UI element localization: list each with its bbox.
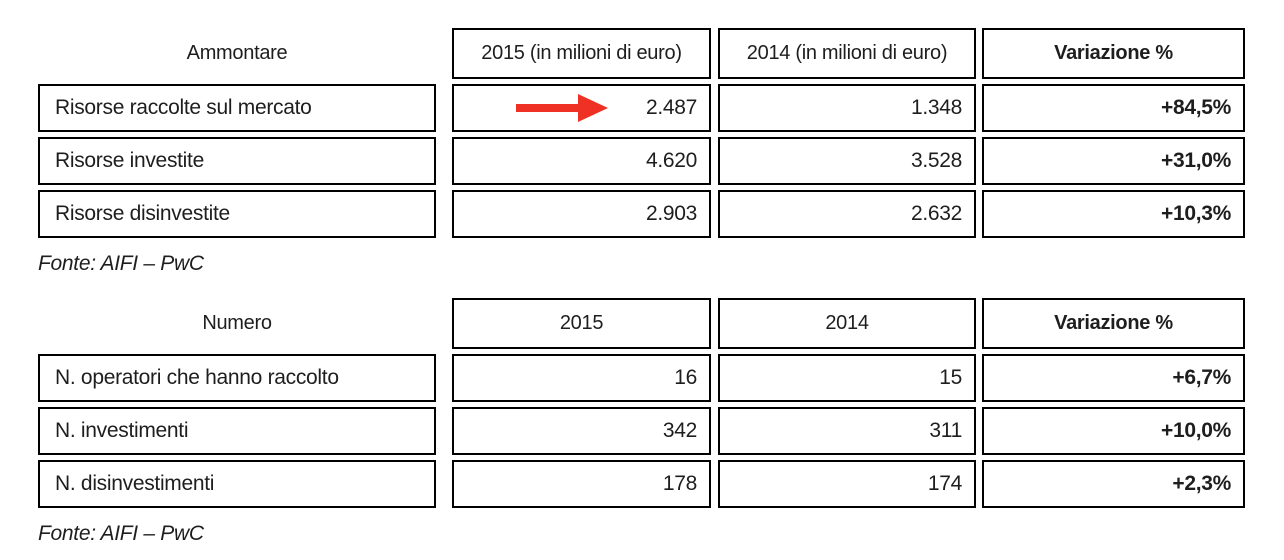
table-row: N. investimenti 342 311 +10,0% [38, 407, 1284, 455]
header-2014: 2014 [718, 298, 976, 349]
row-label: Risorse investite [38, 137, 436, 185]
header-2015: 2015 (in milioni di euro) [452, 28, 711, 79]
row-label: Risorse raccolte sul mercato [38, 84, 436, 132]
value-2015: 342 [452, 407, 711, 455]
numero-table: Numero 2015 2014 Variazione % N. operato… [38, 298, 1284, 508]
source-note: Fonte: AIFI – PwC [38, 252, 204, 275]
value-2015: 4.620 [452, 137, 711, 185]
header-variazione: Variazione % [982, 298, 1245, 349]
variation-value: +84,5% [982, 84, 1245, 132]
value-2015: 2.903 [452, 190, 711, 238]
value-2014: 174 [718, 460, 976, 508]
table-header-row: Ammontare 2015 (in milioni di euro) 2014… [38, 28, 1284, 79]
header-variazione: Variazione % [982, 28, 1245, 79]
report-page: Ammontare 2015 (in milioni di euro) 2014… [38, 28, 1284, 545]
table-row: Risorse investite 4.620 3.528 +31,0% [38, 137, 1284, 185]
table-row: Risorse disinvestite 2.903 2.632 +10,3% [38, 190, 1284, 238]
row-label: N. disinvestimenti [38, 460, 436, 508]
value-2014: 2.632 [718, 190, 976, 238]
value-2015: 16 [452, 354, 711, 402]
header-numero: Numero [202, 312, 272, 334]
variation-value: +6,7% [982, 354, 1245, 402]
table-row: N. disinvestimenti 178 174 +2,3% [38, 460, 1284, 508]
value-2014: 3.528 [718, 137, 976, 185]
variation-value: +10,0% [982, 407, 1245, 455]
value-2014: 1.348 [718, 84, 976, 132]
table-row: Risorse raccolte sul mercato 2.487 1.348… [38, 84, 1284, 132]
table-row: N. operatori che hanno raccolto 16 15 +6… [38, 354, 1284, 402]
value-2015-cell: 2.487 [452, 84, 711, 132]
header-2014: 2014 (in milioni di euro) [718, 28, 976, 79]
variation-value: +10,3% [982, 190, 1245, 238]
row-label: N. investimenti [38, 407, 436, 455]
variation-value: +2,3% [982, 460, 1245, 508]
value-2014: 15 [718, 354, 976, 402]
ammontare-table: Ammontare 2015 (in milioni di euro) 2014… [38, 28, 1284, 238]
value-2015: 178 [452, 460, 711, 508]
value-2014: 311 [718, 407, 976, 455]
table-header-row: Numero 2015 2014 Variazione % [38, 298, 1284, 349]
row-label: Risorse disinvestite [38, 190, 436, 238]
value-2015: 2.487 [645, 96, 697, 119]
source-note: Fonte: AIFI – PwC [38, 522, 204, 545]
header-ammontare: Ammontare [186, 42, 288, 64]
red-arrow-icon [516, 94, 608, 122]
row-label: N. operatori che hanno raccolto [38, 354, 436, 402]
variation-value: +31,0% [982, 137, 1245, 185]
header-2015: 2015 [452, 298, 711, 349]
